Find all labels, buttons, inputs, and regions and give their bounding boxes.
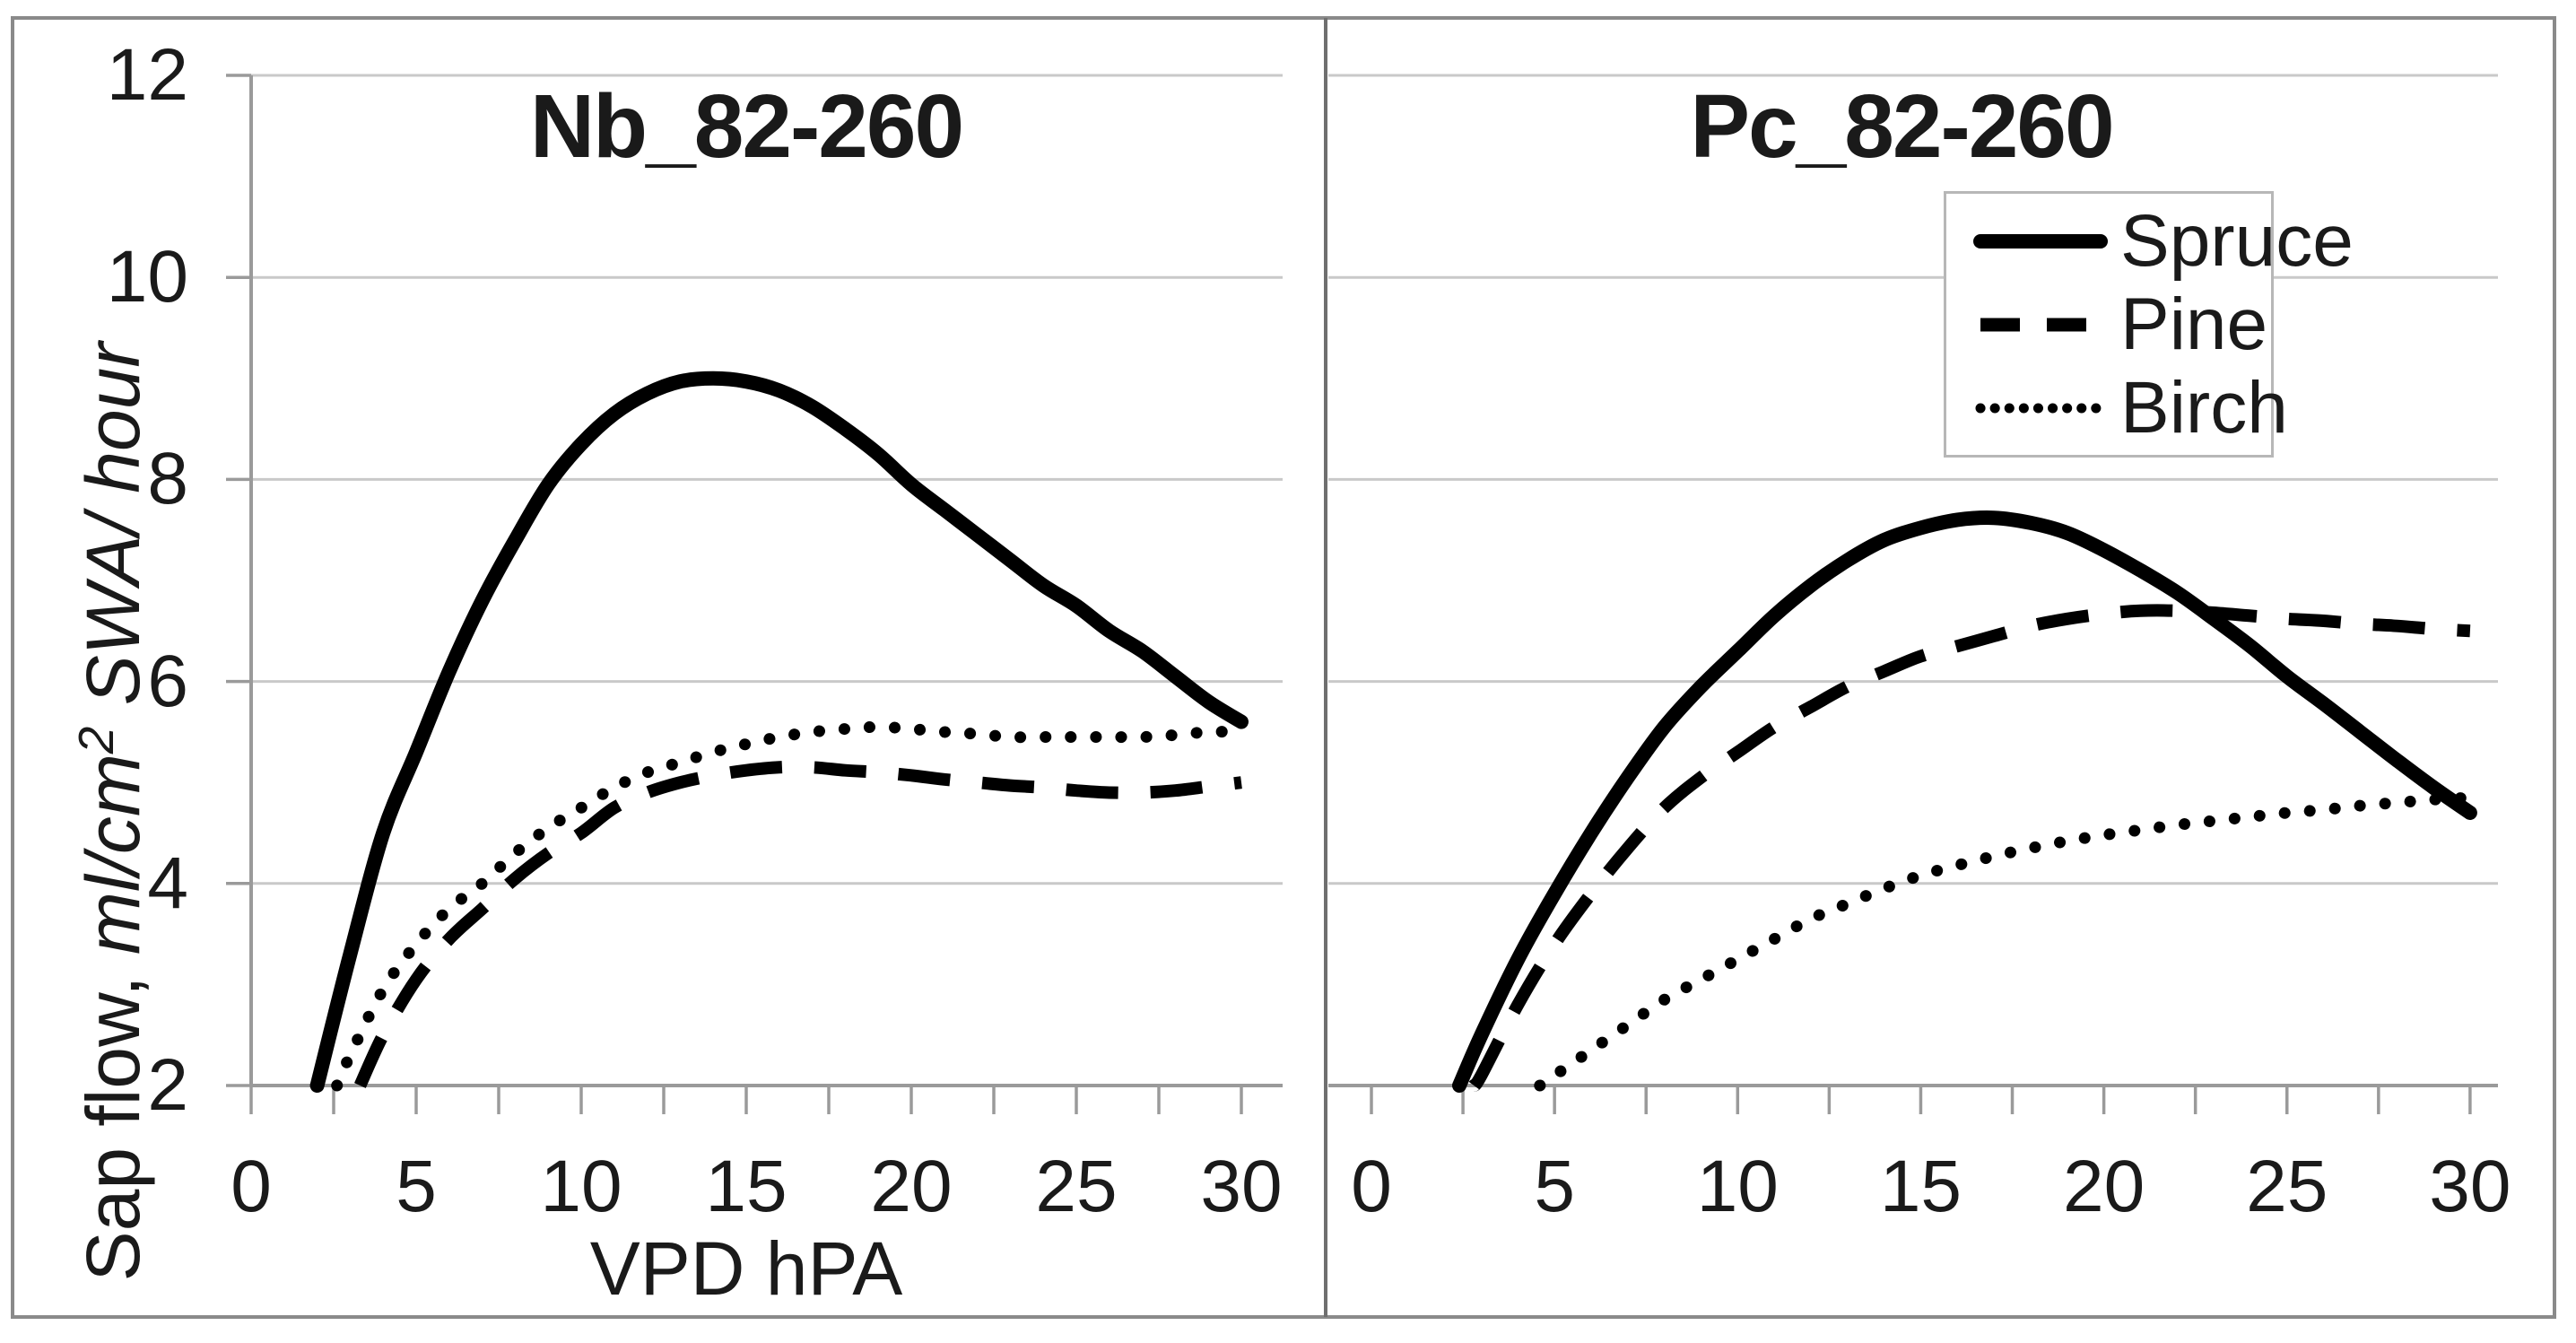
legend: Spruce Pine Birch [1944, 191, 2354, 458]
spruce-curve-pc [1452, 510, 2477, 1093]
legend-row-pine: Pine [1946, 283, 2271, 366]
birch-line-sample-icon [1975, 403, 2106, 413]
y-tick-label-2: 2 [147, 1044, 188, 1126]
right-panel-title: Pc_82-260 [1690, 76, 2114, 177]
y-axis-title: Sap flow, ml/cm2 SWA/ hour [51, 238, 155, 1343]
x-tick-label-25: 25 [1035, 1146, 1118, 1227]
spruce-line-sample-icon [1973, 233, 2108, 249]
x-tick-label-5: 5 [1534, 1146, 1575, 1227]
y-tick-label-8: 8 [147, 438, 188, 520]
y-tick-label-6: 6 [147, 640, 188, 722]
y-tick-label-12: 12 [106, 34, 188, 116]
x-tick-label-5: 5 [396, 1146, 437, 1227]
y-axis-title-superscript: 2 [68, 726, 124, 754]
x-tick-label-20: 20 [870, 1146, 953, 1227]
left-panel-title: Nb_82-260 [529, 76, 964, 177]
figure-border [11, 16, 2556, 1319]
legend-label-spruce: Spruce [2120, 199, 2354, 282]
x-tick-label-0: 0 [1351, 1146, 1392, 1227]
legend-label-birch: Birch [2120, 366, 2288, 449]
y-tick-label-4: 4 [147, 842, 188, 924]
legend-row-birch: Birch [1946, 367, 2288, 449]
x-tick-label-30: 30 [2429, 1146, 2511, 1227]
birch-curve-nb [331, 720, 1248, 1092]
spruce-curve-nb [309, 371, 1249, 1093]
x-tick-label-0: 0 [231, 1146, 272, 1227]
pine-curve-pc [1467, 604, 2471, 1092]
legend-label-pine: Pine [2120, 283, 2268, 365]
x-tick-label-15: 15 [1879, 1146, 1962, 1227]
pine-curve-nb [354, 760, 1242, 1088]
x-tick-label-25: 25 [2246, 1146, 2328, 1227]
pine-line-sample-icon [1980, 318, 2101, 331]
x-tick-label-15: 15 [705, 1146, 788, 1227]
y-tick-label-10: 10 [106, 236, 188, 318]
legend-row-spruce: Spruce [1946, 200, 2354, 283]
birch-curve-pc [1534, 791, 2476, 1092]
x-axis-title: VPD hPA [589, 1226, 903, 1311]
x-tick-label-20: 20 [2062, 1146, 2145, 1227]
axes-and-ticks [226, 74, 2498, 1114]
x-tick-label-10: 10 [1696, 1146, 1779, 1227]
x-tick-label-30: 30 [1200, 1146, 1283, 1227]
x-tick-label-10: 10 [540, 1146, 622, 1227]
